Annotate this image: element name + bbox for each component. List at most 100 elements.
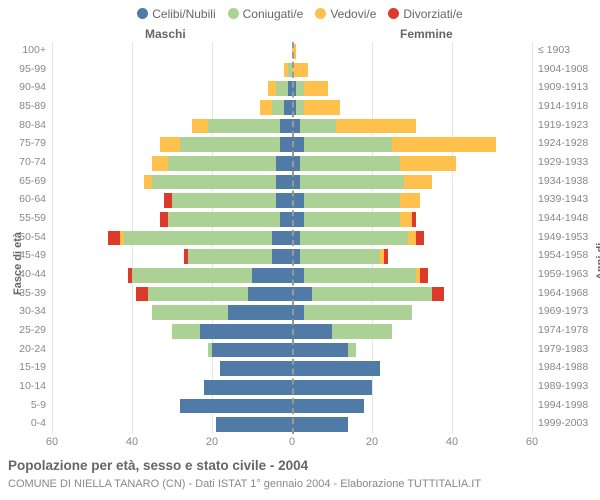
bar-female-divorziati xyxy=(432,287,444,302)
age-label: 5-9 xyxy=(2,399,46,411)
legend-label: Vedovi/e xyxy=(330,7,376,21)
birth-year-label: 1959-1963 xyxy=(538,268,588,280)
gridline xyxy=(532,42,533,434)
age-label: 25-29 xyxy=(2,324,46,336)
bar-female-divorziati xyxy=(384,249,388,264)
bar-male-divorziati xyxy=(108,231,120,246)
bar-female-vedovi xyxy=(400,212,412,227)
bar-female-vedovi xyxy=(392,137,496,152)
birth-year-label: 1999-2003 xyxy=(538,417,588,429)
bar-female-vedovi xyxy=(304,81,328,96)
bar-female-vedovi xyxy=(336,119,416,134)
bar-male-coniugati xyxy=(180,137,280,152)
birth-year-label: 1964-1968 xyxy=(538,287,588,299)
bar-female-coniugati xyxy=(296,81,304,96)
bar-male-coniugati xyxy=(148,287,248,302)
male-header: Maschi xyxy=(145,27,186,41)
bar-female-coniugati xyxy=(348,343,356,358)
birth-year-label: 1904-1908 xyxy=(538,63,588,75)
bar-male-celibi xyxy=(216,417,292,432)
legend-swatch xyxy=(388,8,399,19)
bar-male-coniugati xyxy=(272,100,284,115)
legend-swatch xyxy=(137,8,148,19)
x-tick-label: 20 xyxy=(366,436,378,448)
legend-item: Coniugati/e xyxy=(228,6,304,21)
bar-male-celibi xyxy=(212,343,292,358)
bar-male-celibi xyxy=(204,380,292,395)
legend-label: Celibi/Nubili xyxy=(152,7,215,21)
bar-male-celibi xyxy=(180,399,292,414)
bar-male-vedovi xyxy=(260,100,272,115)
birth-year-label: 1909-1913 xyxy=(538,81,588,93)
birth-year-label: ≤ 1903 xyxy=(538,44,570,56)
bar-female-coniugati xyxy=(300,249,380,264)
bar-female-divorziati xyxy=(420,268,428,283)
bar-female-celibi xyxy=(292,287,312,302)
bar-female-coniugati xyxy=(296,100,304,115)
bar-female-celibi xyxy=(292,380,372,395)
birth-year-label: 1939-1943 xyxy=(538,193,588,205)
x-tick-label: 60 xyxy=(46,436,58,448)
bar-male-celibi xyxy=(272,231,292,246)
birth-year-label: 1924-1928 xyxy=(538,137,588,149)
birth-year-label: 1914-1918 xyxy=(538,100,588,112)
bar-male-coniugati xyxy=(132,268,252,283)
female-header: Femmine xyxy=(400,27,453,41)
birth-year-label: 1919-1923 xyxy=(538,119,588,131)
bar-female-vedovi xyxy=(404,175,432,190)
plot-area: 100+≤ 190395-991904-190890-941909-191385… xyxy=(52,42,532,434)
bar-female-coniugati xyxy=(300,156,400,171)
x-tick-label: 40 xyxy=(446,436,458,448)
bar-male-divorziati xyxy=(136,287,148,302)
bar-female-celibi xyxy=(292,417,348,432)
bar-male-celibi xyxy=(280,212,292,227)
age-label: 60-64 xyxy=(2,193,46,205)
bar-female-coniugati xyxy=(300,119,336,134)
bar-male-coniugati xyxy=(168,212,280,227)
x-tick-label: 20 xyxy=(206,436,218,448)
age-label: 20-24 xyxy=(2,343,46,355)
legend-swatch xyxy=(228,8,239,19)
x-tick-label: 40 xyxy=(126,436,138,448)
age-label: 45-49 xyxy=(2,249,46,261)
bar-male-divorziati xyxy=(164,193,172,208)
age-label: 50-54 xyxy=(2,231,46,243)
age-label: 10-14 xyxy=(2,380,46,392)
bar-male-vedovi xyxy=(284,63,288,78)
birth-year-label: 1934-1938 xyxy=(538,175,588,187)
age-label: 55-59 xyxy=(2,212,46,224)
bar-male-celibi xyxy=(276,175,292,190)
birth-year-label: 1969-1973 xyxy=(538,305,588,317)
bar-male-coniugati xyxy=(152,305,228,320)
bar-male-divorziati xyxy=(184,249,188,264)
bar-male-vedovi xyxy=(160,137,180,152)
y-axis-right-title: Anni di nascita xyxy=(595,242,600,280)
population-pyramid-chart: Celibi/Nubili Coniugati/e Vedovi/e Divorzia… xyxy=(0,0,600,500)
bar-male-vedovi xyxy=(192,119,208,134)
bar-male-coniugati xyxy=(208,343,212,358)
birth-year-label: 1974-1978 xyxy=(538,324,588,336)
birth-year-label: 1984-1988 xyxy=(538,361,588,373)
birth-year-label: 1954-1958 xyxy=(538,249,588,261)
chart-title: Popolazione per età, sesso e stato civil… xyxy=(8,458,308,473)
bar-female-celibi xyxy=(292,399,364,414)
birth-year-label: 1994-1998 xyxy=(538,399,588,411)
legend-item: Vedovi/e xyxy=(315,6,376,21)
age-label: 90-94 xyxy=(2,81,46,93)
bar-male-coniugati xyxy=(276,81,288,96)
age-label: 95-99 xyxy=(2,63,46,75)
bar-male-vedovi xyxy=(144,175,152,190)
bar-female-divorziati xyxy=(412,212,416,227)
bar-male-coniugati xyxy=(168,156,276,171)
x-tick-label: 0 xyxy=(289,436,295,448)
age-label: 80-84 xyxy=(2,119,46,131)
bar-male-celibi xyxy=(276,193,292,208)
bar-female-coniugati xyxy=(300,231,408,246)
bar-male-celibi xyxy=(248,287,292,302)
legend-item: Divorziati/e xyxy=(388,6,462,21)
bar-female-coniugati xyxy=(304,212,400,227)
bar-male-celibi xyxy=(220,361,292,376)
birth-year-label: 1949-1953 xyxy=(538,231,588,243)
chart-subtitle: COMUNE DI NIELLA TANARO (CN) - Dati ISTA… xyxy=(8,478,481,490)
bar-female-divorziati xyxy=(416,231,424,246)
